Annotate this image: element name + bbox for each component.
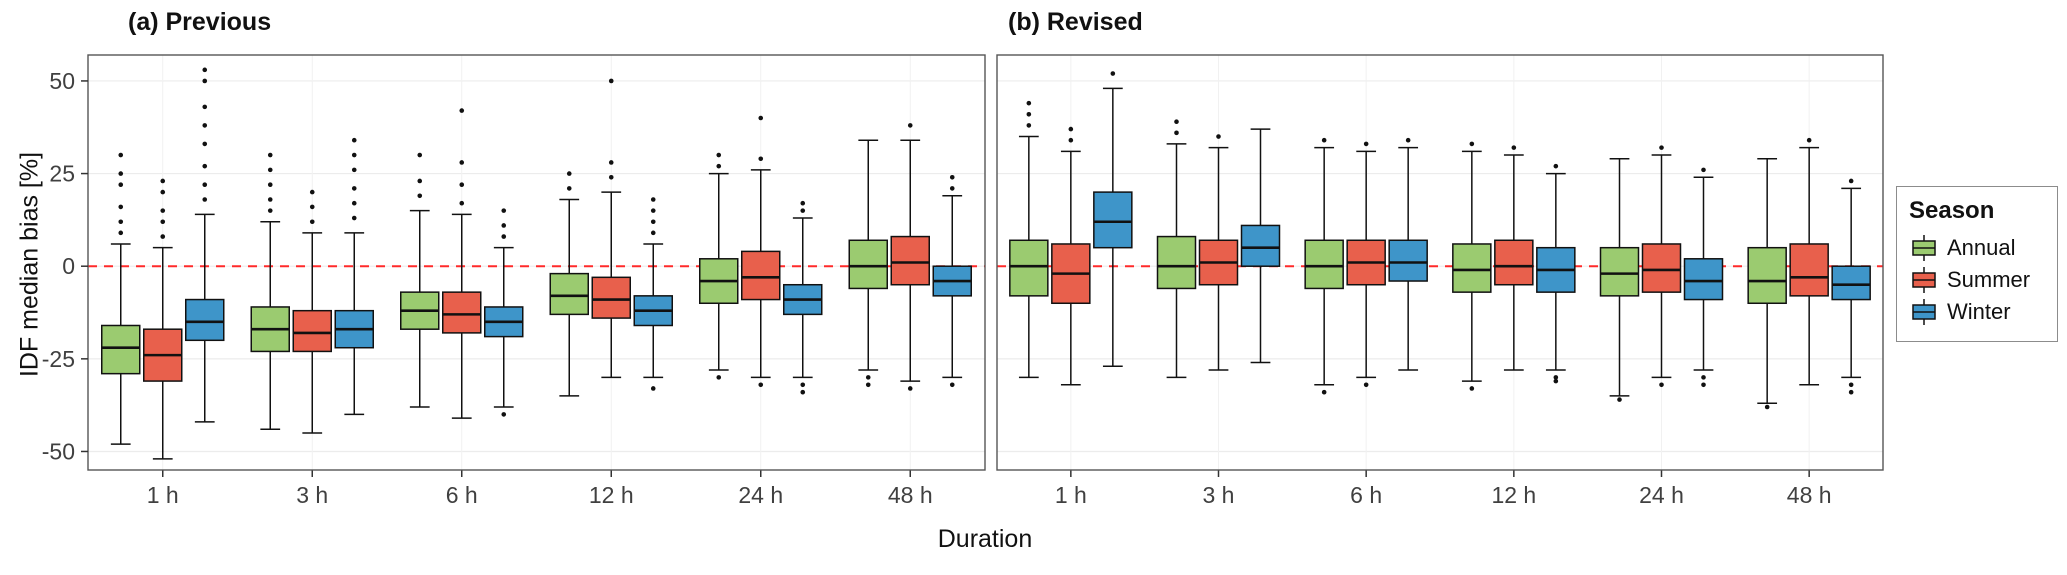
svg-text:12 h: 12 h — [1491, 482, 1536, 508]
svg-text:6 h: 6 h — [1350, 482, 1382, 508]
annual-boxplot-key-icon — [1909, 233, 1939, 263]
winter-boxplot-key-icon — [1909, 297, 1939, 327]
y-axis-label: IDF median bias [%] — [15, 151, 44, 378]
svg-text:48 h: 48 h — [888, 482, 933, 508]
legend-item-summer: Summer — [1909, 265, 2045, 295]
svg-text:0: 0 — [62, 253, 75, 279]
panel-b-title: (b) Revised — [1008, 8, 1143, 36]
svg-text:6 h: 6 h — [446, 482, 478, 508]
legend: Season Annual Summer Winter — [1896, 186, 2058, 342]
svg-text:-25: -25 — [42, 346, 75, 372]
legend-item-winter: Winter — [1909, 297, 2045, 327]
svg-text:12 h: 12 h — [589, 482, 634, 508]
svg-text:1 h: 1 h — [1055, 482, 1087, 508]
svg-text:1 h: 1 h — [147, 482, 179, 508]
svg-text:24 h: 24 h — [1639, 482, 1684, 508]
svg-text:-50: -50 — [42, 438, 75, 464]
legend-item-annual: Annual — [1909, 233, 2045, 263]
panel-a-title: (a) Previous — [128, 8, 272, 36]
legend-item-label: Summer — [1947, 267, 2031, 292]
summer-boxplot-key-icon — [1909, 265, 1939, 295]
svg-text:50: 50 — [49, 68, 75, 94]
svg-text:48 h: 48 h — [1787, 482, 1832, 508]
legend-title: Season — [1909, 197, 1995, 224]
x-axis-label: Duration — [937, 525, 1033, 553]
svg-text:3 h: 3 h — [1203, 482, 1235, 508]
legend-item-label: Annual — [1947, 235, 2016, 260]
svg-text:24 h: 24 h — [738, 482, 783, 508]
legend-item-label: Winter — [1947, 299, 2011, 324]
svg-text:25: 25 — [49, 161, 75, 187]
svg-text:3 h: 3 h — [296, 482, 328, 508]
